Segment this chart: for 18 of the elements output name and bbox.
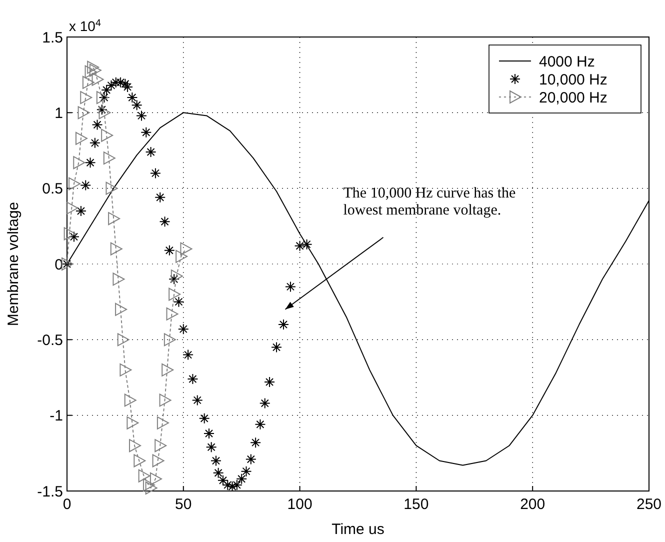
y-axis-title: Membrane voltage — [5, 202, 22, 326]
x-tick-label: 100 — [287, 496, 312, 513]
x-tick-label: 150 — [404, 496, 429, 513]
x-tick-label: 250 — [636, 496, 662, 513]
y-tick-label: -1.5 — [37, 483, 63, 500]
y-tick-label: -0.5 — [37, 332, 63, 349]
y-tick-label: 1.5 — [42, 29, 63, 46]
legend-label: 4000 Hz — [539, 53, 595, 70]
text: x 10$^{4}$ — [69, 18, 102, 34]
x-tick-label: 50 — [175, 496, 192, 513]
legend-label: 10,000 Hz — [539, 71, 608, 88]
annotation: The 10,000 Hz curve has the lowest membrane voltage. — [343, 185, 516, 218]
x-axis-title: Time us — [332, 521, 384, 538]
y-tick-label: -1 — [50, 408, 63, 425]
legend-label: 20,000 Hz — [539, 89, 608, 106]
y-tick-label: 0.5 — [42, 180, 63, 198]
y-tick-label: 1 — [54, 104, 63, 122]
x-tick-label: 200 — [520, 496, 546, 513]
